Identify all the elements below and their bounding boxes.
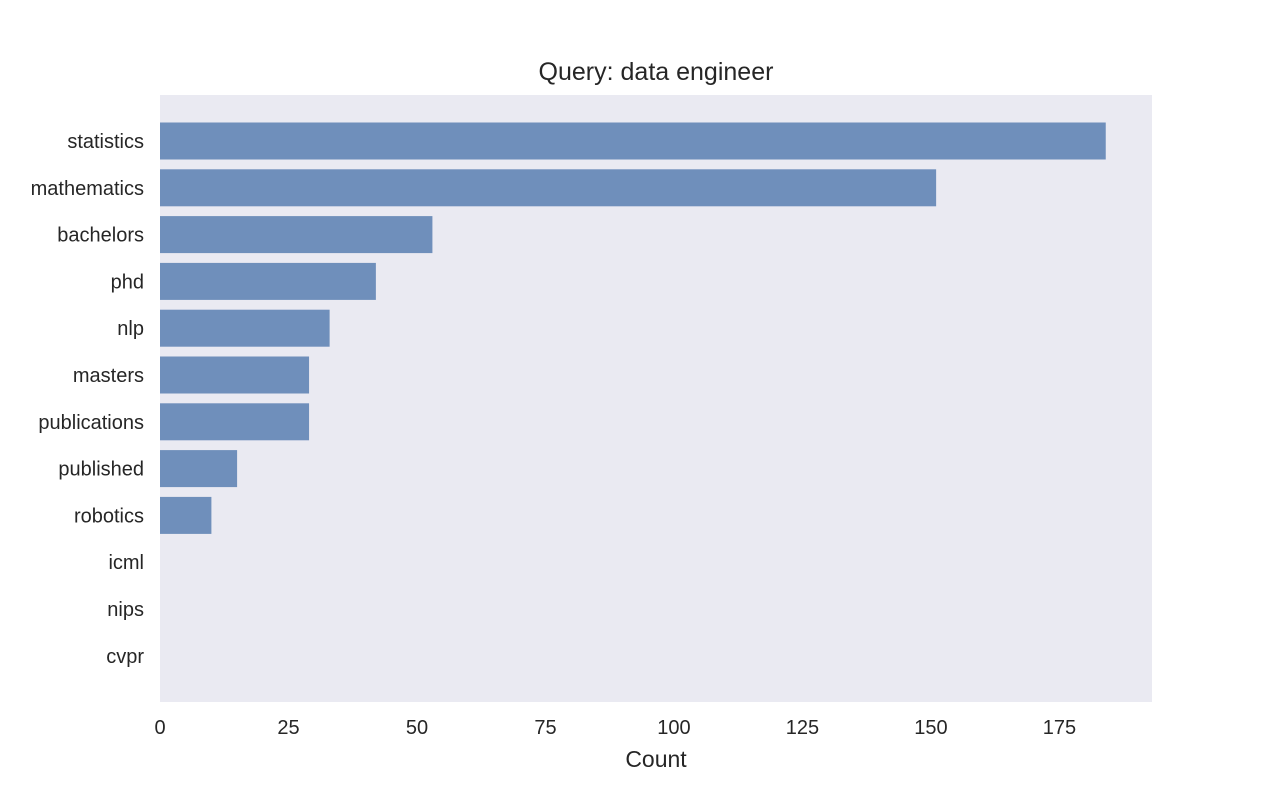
x-tick-label-175: 175 bbox=[1043, 717, 1076, 739]
y-tick-label-publications: publications bbox=[38, 412, 144, 434]
y-tick-label-cvpr: cvpr bbox=[106, 646, 144, 668]
bar-phd bbox=[160, 262, 376, 300]
x-tick-label-25: 25 bbox=[277, 717, 299, 739]
x-tick-label-50: 50 bbox=[406, 717, 428, 739]
y-tick-label-nlp: nlp bbox=[117, 318, 144, 340]
bars bbox=[160, 122, 1106, 534]
bar-published bbox=[160, 450, 238, 488]
y-tick-label-robotics: robotics bbox=[74, 505, 144, 527]
x-tick-label-100: 100 bbox=[657, 717, 690, 739]
bar-nlp bbox=[160, 309, 330, 347]
y-tick-label-published: published bbox=[58, 459, 144, 481]
y-tick-label-bachelors: bachelors bbox=[57, 225, 144, 247]
y-tick-label-icml: icml bbox=[108, 552, 144, 574]
x-tick-label-75: 75 bbox=[534, 717, 556, 739]
chart-title: Query: data engineer bbox=[539, 58, 774, 86]
y-tick-label-phd: phd bbox=[111, 271, 144, 293]
x-tick-label-150: 150 bbox=[914, 717, 947, 739]
bar-masters bbox=[160, 356, 310, 394]
x-tick-labels: 0 25 50 75 100 125 150 175 bbox=[154, 717, 1076, 739]
y-tick-label-nips: nips bbox=[107, 599, 144, 621]
y-tick-label-mathematics: mathematics bbox=[31, 178, 144, 200]
x-tick-label-125: 125 bbox=[786, 717, 819, 739]
bar-bachelors bbox=[160, 216, 433, 254]
y-tick-label-masters: masters bbox=[73, 365, 144, 387]
x-tick-label-0: 0 bbox=[154, 717, 165, 739]
y-tick-label-statistics: statistics bbox=[67, 131, 144, 153]
y-tick-labels: statistics mathematics bachelors phd nlp mast… bbox=[31, 131, 145, 668]
bar-publications bbox=[160, 403, 310, 441]
bar-robotics bbox=[160, 496, 212, 534]
x-axis-label: Count bbox=[625, 746, 687, 772]
bar-mathematics bbox=[160, 169, 937, 207]
bar-statistics bbox=[160, 122, 1106, 160]
